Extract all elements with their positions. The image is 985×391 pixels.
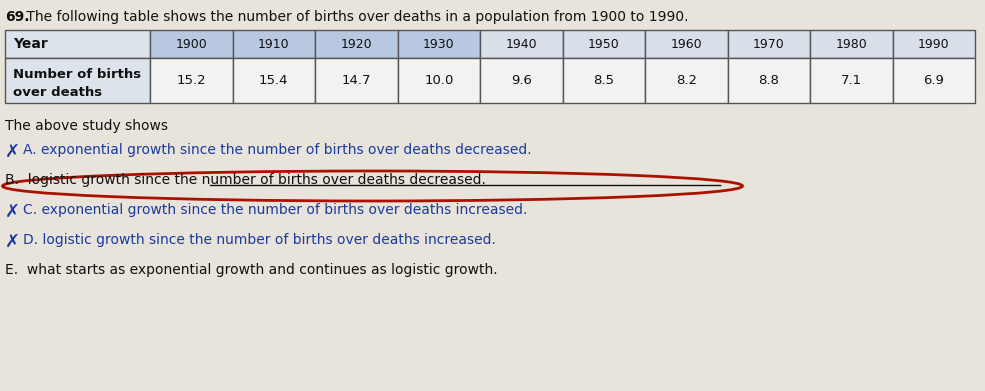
Bar: [315, 58, 398, 103]
Text: 7.1: 7.1: [840, 74, 862, 87]
Bar: [315, 30, 398, 58]
Bar: [150, 30, 232, 58]
Text: 15.4: 15.4: [259, 74, 289, 87]
Text: 1910: 1910: [258, 38, 290, 50]
Bar: [645, 30, 728, 58]
Bar: [728, 30, 810, 58]
Text: ✗: ✗: [5, 143, 20, 161]
Text: The following table shows the number of births over deaths in a population from : The following table shows the number of …: [22, 10, 689, 24]
Text: 15.2: 15.2: [176, 74, 206, 87]
Text: C. exponential growth since the number of births over deaths increased.: C. exponential growth since the number o…: [23, 203, 527, 217]
Text: 1930: 1930: [423, 38, 454, 50]
Bar: [232, 30, 315, 58]
Text: E.  what starts as exponential growth and continues as logistic growth.: E. what starts as exponential growth and…: [5, 263, 497, 277]
Text: 9.6: 9.6: [511, 74, 532, 87]
Bar: [892, 58, 975, 103]
Text: 1960: 1960: [671, 38, 702, 50]
Text: 8.8: 8.8: [758, 74, 779, 87]
Text: The above study shows: The above study shows: [5, 119, 168, 133]
Text: 1950: 1950: [588, 38, 620, 50]
Text: D. logistic growth since the number of births over deaths increased.: D. logistic growth since the number of b…: [23, 233, 495, 247]
Text: 1970: 1970: [753, 38, 785, 50]
Text: ✗: ✗: [5, 233, 20, 251]
Text: 8.5: 8.5: [593, 74, 615, 87]
Bar: [5, 30, 150, 58]
Text: 1900: 1900: [175, 38, 207, 50]
Text: 1980: 1980: [835, 38, 867, 50]
Text: 14.7: 14.7: [342, 74, 371, 87]
Text: 1940: 1940: [505, 38, 537, 50]
Text: Number of births: Number of births: [13, 68, 141, 81]
Text: 8.2: 8.2: [676, 74, 696, 87]
Bar: [5, 58, 150, 103]
Bar: [398, 58, 480, 103]
Bar: [645, 58, 728, 103]
Bar: [232, 58, 315, 103]
Text: 6.9: 6.9: [923, 74, 945, 87]
Bar: [810, 58, 892, 103]
Text: 1990: 1990: [918, 38, 950, 50]
Text: A. exponential growth since the number of births over deaths decreased.: A. exponential growth since the number o…: [23, 143, 532, 157]
Text: 1920: 1920: [341, 38, 372, 50]
Text: 69.: 69.: [5, 10, 30, 24]
Bar: [150, 58, 232, 103]
Text: ✗: ✗: [5, 203, 20, 221]
Text: Year: Year: [13, 37, 47, 51]
Bar: [562, 58, 645, 103]
Bar: [398, 30, 480, 58]
Bar: [810, 30, 892, 58]
Bar: [728, 58, 810, 103]
Bar: [892, 30, 975, 58]
Bar: [480, 58, 562, 103]
Bar: [562, 30, 645, 58]
Text: 10.0: 10.0: [425, 74, 453, 87]
Bar: [480, 30, 562, 58]
Text: B.  logistic growth since the number of births over deaths decreased.: B. logistic growth since the number of b…: [5, 173, 486, 187]
Text: over deaths: over deaths: [13, 86, 102, 99]
